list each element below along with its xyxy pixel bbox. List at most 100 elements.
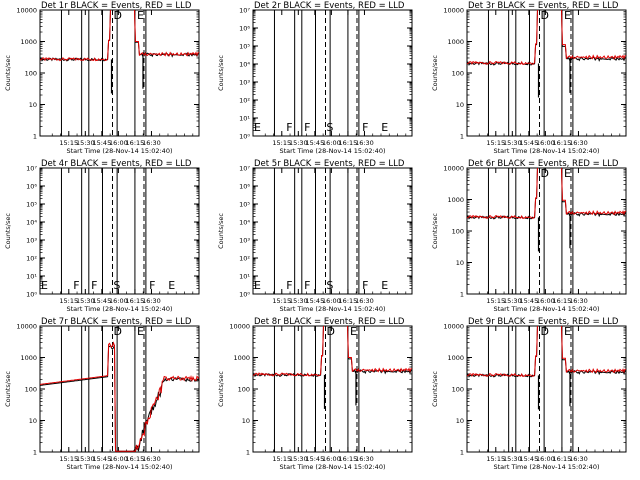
x-tick-label: 16:15 — [126, 139, 145, 147]
y-axis-label: Counts/sec — [431, 213, 439, 249]
segment-letter: E — [254, 279, 261, 292]
y-tick-label: 10⁶ — [239, 25, 250, 33]
panel-title: Det 6r BLACK = Events, RED = LLD — [468, 159, 619, 169]
segment-letter: E — [381, 279, 388, 292]
y-tick-label: 10000 — [16, 323, 37, 331]
plot-frame — [39, 9, 200, 137]
x-tick-label: 15:15 — [272, 455, 291, 463]
det-panel-5: Det 5r BLACK = Events, RED = LLD 10⁰ 10¹ 10… — [217, 159, 413, 313]
segment-letter: F — [91, 279, 97, 292]
y-tick-label: 10 — [456, 101, 464, 109]
x-tick-label: 15:30 — [503, 297, 522, 305]
x-tick-label: 15:15 — [59, 297, 78, 305]
plot-frame — [252, 9, 413, 137]
x-tick-label: 16:00 — [109, 455, 128, 463]
segment-letter: F — [149, 279, 155, 292]
segment-letter: E — [254, 121, 261, 134]
x-tick-label: 16:30 — [569, 139, 588, 147]
y-tick-label: 10⁷ — [239, 7, 250, 15]
x-tick-label: 16:00 — [536, 139, 555, 147]
segment-letter: E — [564, 167, 571, 180]
x-tick-label: 15:45 — [92, 455, 111, 463]
segment-letter: E — [350, 325, 357, 338]
y-axis-label: Counts/sec — [431, 55, 439, 91]
y-tick-label: 1000 — [20, 38, 37, 46]
events-line — [253, 326, 412, 378]
lld-line — [467, 168, 626, 220]
plot-frame — [466, 9, 627, 137]
segment-letter: E — [137, 9, 144, 22]
det-panel-7: Det 7r BLACK = Events, RED = LLD 1 10 100 10… — [4, 317, 200, 471]
x-tick-label: 15:45 — [92, 139, 111, 147]
y-tick-label: 10⁰ — [239, 133, 250, 141]
x-axis-label: Start Time (28-Nov-14 15:02:40) — [67, 147, 173, 155]
segment-letter: E — [168, 279, 175, 292]
x-tick-label: 15:45 — [305, 297, 324, 305]
x-tick-label: 16:30 — [355, 297, 374, 305]
x-tick-label: 16:00 — [322, 455, 341, 463]
y-tick-label: 10³ — [239, 237, 250, 245]
segment-letter: F — [73, 279, 79, 292]
y-tick-label: 10⁶ — [26, 183, 37, 191]
y-tick-label: 10⁴ — [239, 219, 250, 227]
x-tick-label: 16:30 — [355, 455, 374, 463]
x-tick-label: 16:00 — [109, 297, 128, 305]
x-tick-label: 15:45 — [305, 139, 324, 147]
y-axis-label: Counts/sec — [217, 371, 225, 407]
events-line — [467, 10, 626, 66]
lld-line — [253, 326, 412, 377]
x-tick-label: 16:15 — [553, 297, 572, 305]
segment-letter: F — [304, 121, 310, 134]
segment-letter: D — [113, 9, 121, 22]
x-axis-label: Start Time (28-Nov-14 15:02:40) — [494, 463, 600, 471]
x-tick-label: 16:30 — [355, 139, 374, 147]
x-tick-label: 16:15 — [553, 455, 572, 463]
y-tick-label: 10⁰ — [239, 291, 250, 299]
panel-title: Det 5r BLACK = Events, RED = LLD — [254, 159, 405, 169]
y-tick-label: 10 — [29, 101, 37, 109]
panel-title: Det 3r BLACK = Events, RED = LLD — [468, 1, 619, 11]
y-tick-label: 1000 — [447, 38, 464, 46]
y-axis-label: Counts/sec — [4, 371, 12, 407]
y-tick-label: 10000 — [443, 165, 464, 173]
x-tick-label: 15:15 — [486, 139, 505, 147]
segment-letter: E — [564, 325, 571, 338]
y-tick-label: 10⁵ — [26, 201, 37, 209]
y-tick-label: 1000 — [447, 196, 464, 204]
y-tick-label: 100 — [452, 228, 464, 236]
lld-line — [40, 341, 199, 452]
lld-line — [40, 10, 199, 62]
x-tick-label: 15:15 — [59, 455, 78, 463]
y-axis-label: Counts/sec — [217, 55, 225, 91]
y-tick-label: 10 — [456, 259, 464, 267]
y-tick-label: 10³ — [26, 237, 37, 245]
y-tick-label: 10⁵ — [239, 201, 250, 209]
y-tick-label: 1000 — [447, 354, 464, 362]
x-tick-label: 15:30 — [503, 139, 522, 147]
y-axis-label: Counts/sec — [4, 55, 12, 91]
x-tick-label: 16:15 — [339, 455, 358, 463]
det-panel-2: Det 2r BLACK = Events, RED = LLD 10⁰ 10¹ 10… — [217, 1, 413, 155]
events-line — [40, 344, 199, 452]
y-tick-label: 10 — [242, 417, 250, 425]
x-tick-label: 15:45 — [519, 455, 538, 463]
plot-frame — [39, 325, 200, 453]
det-panel-8: Det 8r BLACK = Events, RED = LLD 1 10 100 10… — [217, 317, 413, 471]
x-axis-label: Start Time (28-Nov-14 15:02:40) — [280, 463, 386, 471]
segment-letter: E — [41, 279, 48, 292]
segment-letter: D — [540, 9, 548, 22]
x-tick-label: 16:00 — [536, 455, 555, 463]
plot-frame — [252, 167, 413, 295]
x-tick-label: 15:30 — [76, 139, 95, 147]
x-tick-label: 15:45 — [305, 455, 324, 463]
y-tick-label: 10⁴ — [26, 219, 37, 227]
segment-letter: D — [540, 325, 548, 338]
x-tick-label: 15:15 — [59, 139, 78, 147]
segment-letter: S — [326, 279, 333, 292]
x-tick-label: 15:15 — [272, 139, 291, 147]
panel-title: Det 4r BLACK = Events, RED = LLD — [41, 159, 192, 169]
segment-letter: F — [304, 279, 310, 292]
x-tick-label: 15:30 — [289, 139, 308, 147]
x-tick-label: 15:30 — [76, 297, 95, 305]
x-tick-label: 16:00 — [109, 139, 128, 147]
